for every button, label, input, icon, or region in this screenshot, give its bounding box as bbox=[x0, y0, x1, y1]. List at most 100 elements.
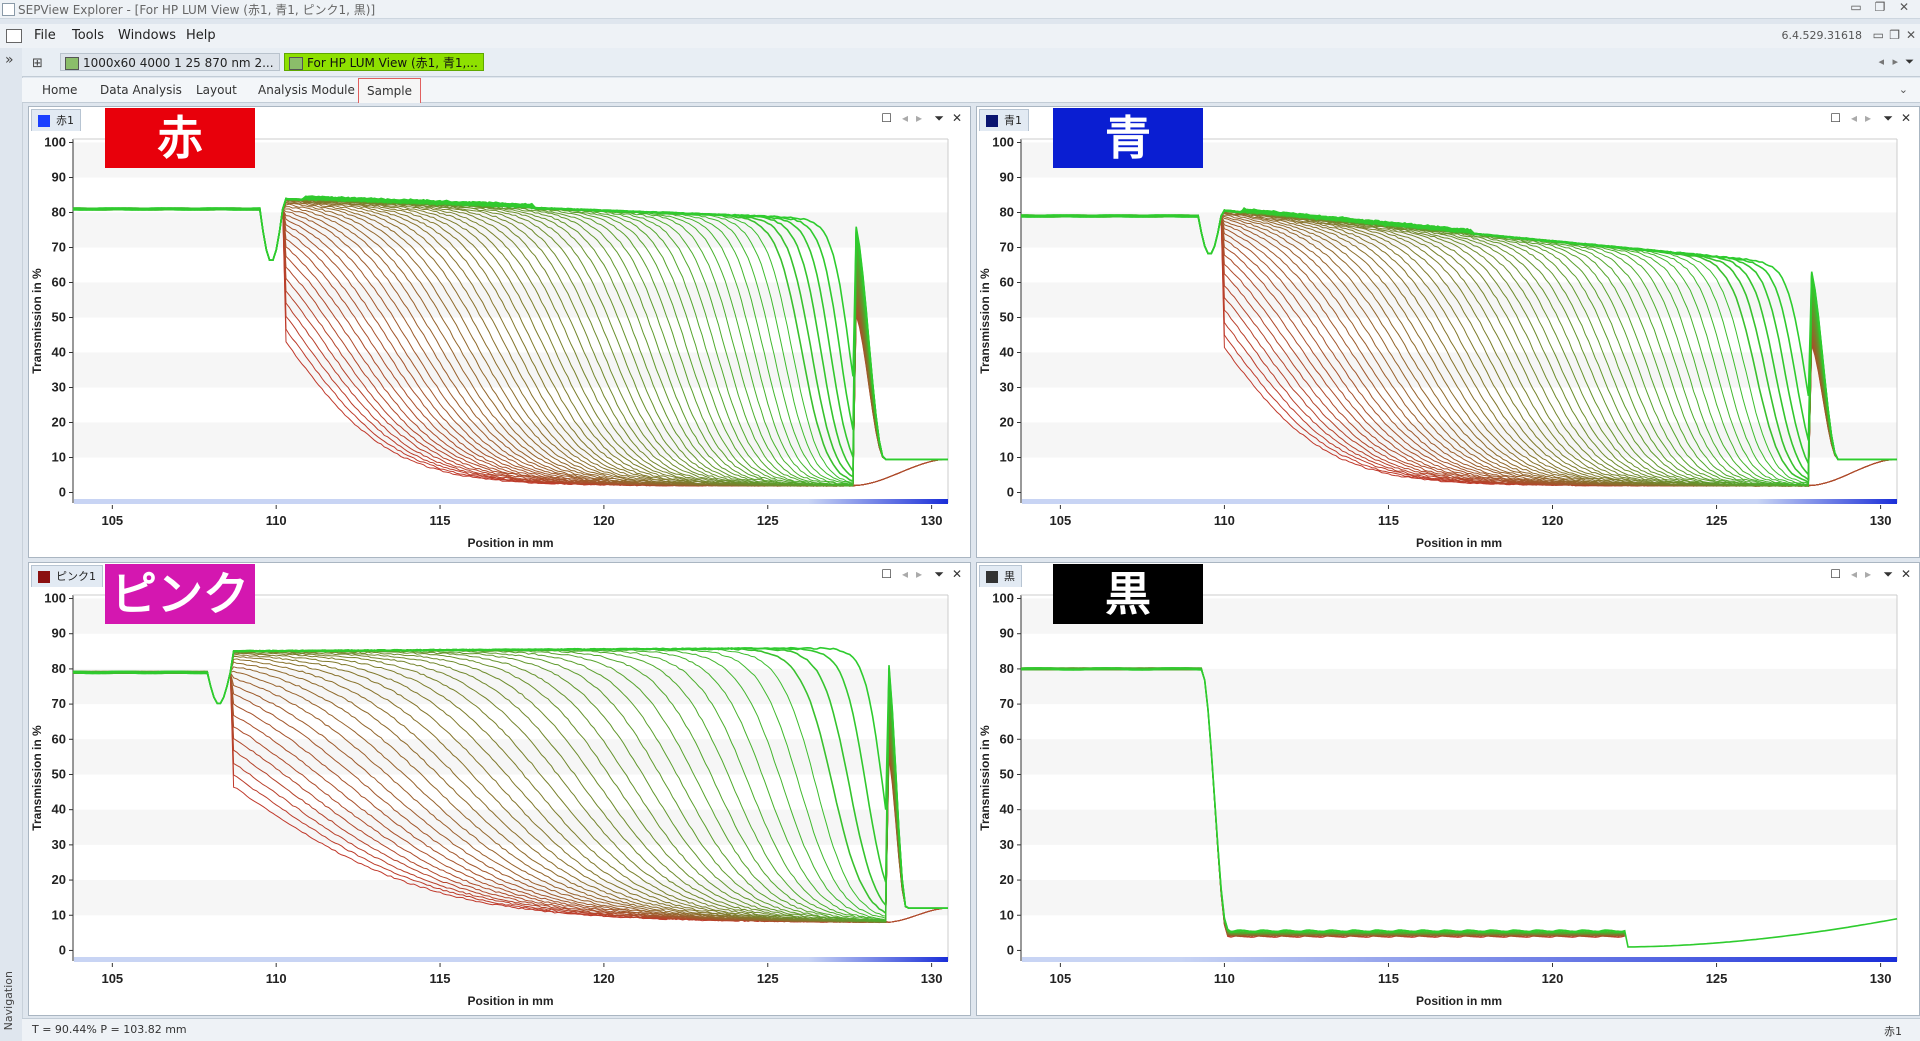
doc-tab-lum-view[interactable]: For HP LUM View (赤1, 青1,... bbox=[284, 53, 484, 71]
y-tick-label: 40 bbox=[1000, 802, 1014, 817]
mdi-minimize-icon[interactable]: ▭ bbox=[1872, 28, 1884, 42]
panel-header: ピンク1 ピンク ☐ ◂ ▸ ⏷ ✕ bbox=[29, 563, 970, 624]
panel-prev-icon[interactable]: ◂ bbox=[901, 567, 908, 581]
panel-tab-pink[interactable]: ピンク1 bbox=[31, 565, 103, 587]
panel-next-icon[interactable]: ▸ bbox=[1864, 111, 1871, 125]
panel-tab-black[interactable]: 黒 bbox=[979, 565, 1022, 587]
panel-tab-red[interactable]: 赤1 bbox=[31, 109, 81, 131]
x-tick-label: 105 bbox=[101, 971, 123, 986]
navigation-label[interactable]: Navigation bbox=[2, 970, 15, 1030]
menu-windows[interactable]: Windows bbox=[118, 28, 177, 43]
y-tick-label: 60 bbox=[52, 731, 66, 746]
doc-tab-dataset-label: 1000x60 4000 1 25 870 nm 2... bbox=[83, 56, 274, 70]
y-tick-label: 90 bbox=[1000, 170, 1014, 185]
profile-lines bbox=[1020, 207, 1898, 487]
panel-menu-icon[interactable]: ⏷ bbox=[1883, 567, 1893, 581]
y-tick-label: 10 bbox=[1000, 450, 1014, 465]
y-tick-label: 60 bbox=[1000, 275, 1014, 290]
panel-tab-label: 赤1 bbox=[56, 114, 74, 127]
ribbon-tab-layout[interactable]: Layout bbox=[196, 83, 237, 97]
sample-label-pink: ピンク bbox=[105, 564, 255, 624]
transmission-chart[interactable]: 0 10 20 30 40 50 60 70 80 90 100 105 110 115 120 125 130… bbox=[29, 133, 970, 557]
panel-maximize-icon[interactable]: ☐ bbox=[1830, 111, 1841, 125]
menu-tools[interactable]: Tools bbox=[72, 28, 105, 43]
minimize-icon[interactable]: ▭ bbox=[1850, 0, 1862, 14]
panel-menu-icon[interactable]: ⏷ bbox=[934, 111, 944, 125]
document-tab-bar: ⊞ 1000x60 4000 1 25 870 nm 2... For HP L… bbox=[22, 48, 1920, 77]
ribbon-tab-home[interactable]: Home bbox=[42, 83, 78, 97]
transmission-chart[interactable]: 0 10 20 30 40 50 60 70 80 90 100 105 110 115 120 125 130… bbox=[977, 133, 1919, 557]
ribbon-tab-analysis-module[interactable]: Analysis Module bbox=[258, 83, 355, 97]
x-tick-label: 115 bbox=[430, 971, 451, 986]
panel-close-icon[interactable]: ✕ bbox=[1900, 567, 1911, 581]
scroll-left-icon[interactable]: ◂ bbox=[1878, 55, 1884, 68]
panel-header: 赤1 赤 ☐ ◂ ▸ ⏷ ✕ bbox=[29, 107, 970, 168]
panel-close-icon[interactable]: ✕ bbox=[951, 111, 962, 125]
profile-lines bbox=[72, 195, 948, 487]
tab-list-icon[interactable]: ⏷ bbox=[1905, 55, 1914, 68]
panel-prev-icon[interactable]: ◂ bbox=[1850, 111, 1857, 125]
layout-grid-icon[interactable]: ⊞ bbox=[32, 56, 43, 71]
profile-line bbox=[72, 195, 948, 461]
panel-maximize-icon[interactable]: ☐ bbox=[1830, 567, 1841, 581]
chart-panel-red: 赤1 赤 ☐ ◂ ▸ ⏷ ✕ 0 10 20 30 40 50 60 70 80 90 100 105… bbox=[28, 106, 971, 558]
x-tick-label: 130 bbox=[921, 513, 943, 528]
restore-icon[interactable]: ❐ bbox=[1874, 0, 1886, 14]
grid-band bbox=[73, 880, 948, 916]
menu-help[interactable]: Help bbox=[186, 28, 216, 43]
panel-maximize-icon[interactable]: ☐ bbox=[881, 111, 892, 125]
scroll-right-icon[interactable]: ▸ bbox=[1892, 55, 1898, 68]
panel-next-icon[interactable]: ▸ bbox=[915, 567, 922, 581]
panel-tab-blue[interactable]: 青1 bbox=[979, 109, 1029, 131]
grid-band bbox=[1021, 880, 1897, 916]
y-tick-label: 0 bbox=[1007, 485, 1014, 500]
y-tick-label: 20 bbox=[52, 415, 66, 430]
y-tick-label: 90 bbox=[52, 626, 66, 641]
y-tick-label: 40 bbox=[52, 802, 66, 817]
panel-prev-icon[interactable]: ◂ bbox=[1850, 567, 1857, 581]
panel-next-icon[interactable]: ▸ bbox=[915, 111, 922, 125]
transmission-chart[interactable]: 0 10 20 30 40 50 60 70 80 90 100 105 110 115 120 125 130… bbox=[29, 589, 970, 1015]
y-tick-label: 90 bbox=[52, 170, 66, 185]
mdi-close-icon[interactable]: ✕ bbox=[1905, 28, 1916, 42]
y-tick-label: 50 bbox=[1000, 310, 1014, 325]
panel-prev-icon[interactable]: ◂ bbox=[901, 111, 908, 125]
x-axis-label: Position in mm bbox=[1416, 536, 1502, 550]
panel-maximize-icon[interactable]: ☐ bbox=[881, 567, 892, 581]
panel-menu-icon[interactable]: ⏷ bbox=[1883, 111, 1893, 125]
y-axis-label: Transmission in % bbox=[978, 268, 992, 374]
document-icon[interactable] bbox=[6, 29, 22, 43]
panel-next-icon[interactable]: ▸ bbox=[1864, 567, 1871, 581]
y-tick-label: 30 bbox=[1000, 380, 1014, 395]
x-tick-label: 105 bbox=[101, 513, 123, 528]
sample-label-black: 黒 bbox=[1053, 564, 1203, 624]
panel-close-icon[interactable]: ✕ bbox=[951, 567, 962, 581]
grid-band bbox=[73, 422, 948, 458]
transmission-chart[interactable]: 0 10 20 30 40 50 60 70 80 90 100 105 110 115 120 125 130… bbox=[977, 589, 1919, 1015]
y-tick-label: 80 bbox=[52, 205, 66, 220]
ribbon-tab-sample[interactable]: Sample bbox=[358, 78, 421, 103]
panel-close-icon[interactable]: ✕ bbox=[1900, 111, 1911, 125]
position-bar bbox=[74, 499, 948, 504]
x-tick-label: 120 bbox=[1542, 971, 1564, 986]
y-tick-label: 40 bbox=[1000, 345, 1014, 360]
y-tick-label: 100 bbox=[44, 591, 66, 606]
panel-menu-icon[interactable]: ⏷ bbox=[934, 567, 944, 581]
doc-tab-dataset[interactable]: 1000x60 4000 1 25 870 nm 2... bbox=[60, 53, 280, 71]
position-bar bbox=[74, 957, 948, 962]
expand-chevron-icon[interactable]: » bbox=[5, 52, 14, 68]
menu-file[interactable]: File bbox=[34, 28, 56, 43]
mdi-restore-icon[interactable]: ❐ bbox=[1889, 28, 1900, 42]
x-tick-label: 105 bbox=[1050, 513, 1072, 528]
y-tick-label: 10 bbox=[52, 907, 66, 922]
y-tick-label: 20 bbox=[1000, 872, 1014, 887]
ribbon-collapse-icon[interactable]: ⌄ bbox=[1898, 83, 1908, 96]
doc-tab-lum-view-label: For HP LUM View (赤1, 青1,... bbox=[307, 56, 478, 70]
plot-area bbox=[1021, 139, 1897, 503]
ribbon-tab-data-analysis[interactable]: Data Analysis bbox=[100, 83, 182, 97]
y-tick-label: 0 bbox=[59, 485, 66, 500]
y-axis-label: Transmission in % bbox=[978, 725, 992, 831]
x-tick-label: 115 bbox=[430, 513, 451, 528]
close-icon[interactable]: ✕ bbox=[1898, 0, 1910, 14]
navigation-strip[interactable]: » Navigation bbox=[0, 48, 23, 1040]
